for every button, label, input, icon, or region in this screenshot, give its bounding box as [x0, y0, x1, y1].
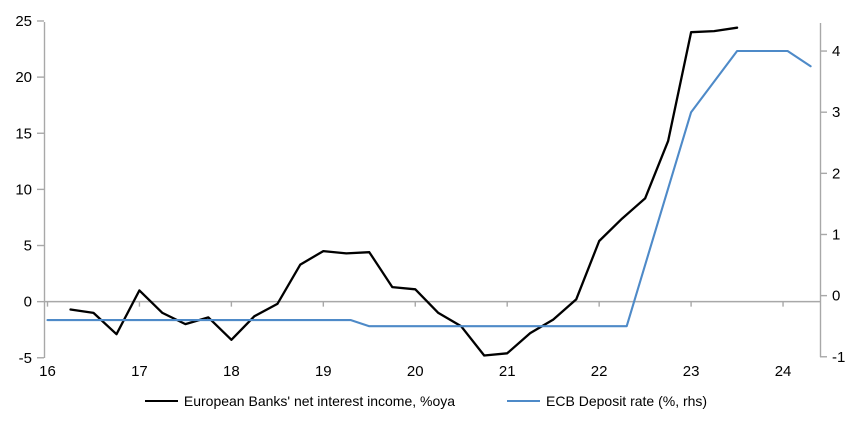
legend-label-net-interest-income: European Banks' net interest income, %oy… [183, 393, 456, 409]
x-axis-tick-label: 16 [39, 363, 56, 380]
left-axis-tick-label: 25 [15, 13, 32, 30]
ecb-deposit-rate-line-swatch [507, 400, 541, 402]
left-axis-tick-label: 15 [15, 125, 32, 142]
left-axis-tick-label: 10 [15, 181, 32, 198]
right-axis-tick-label: 1 [832, 226, 840, 243]
x-axis-tick-label: 24 [775, 363, 792, 380]
x-axis-tick-label: 18 [223, 363, 240, 380]
legend-label-ecb-deposit-rate: ECB Deposit rate (%, rhs) [546, 393, 708, 409]
x-axis-tick-label: 17 [131, 363, 148, 380]
legend: European Banks' net interest income, %oy… [0, 393, 852, 409]
right-axis-tick-label: 0 [832, 288, 840, 305]
right-axis-tick-label: 2 [832, 165, 840, 182]
x-axis-tick-label: 22 [591, 363, 608, 380]
x-axis-tick-label: 19 [315, 363, 332, 380]
net-interest-income-line-swatch [144, 400, 178, 402]
x-axis-tick-label: 20 [407, 363, 424, 380]
series-layer [46, 26, 812, 357]
right-axis-tick-label: 4 [832, 43, 840, 60]
left-axis-tick-label: -5 [19, 350, 32, 367]
ecb-deposit-rate-line [46, 49, 812, 328]
x-axis-tick-label: 23 [683, 363, 700, 380]
left-axis-tick-label: 0 [24, 294, 32, 311]
x-axis-tick-label: 21 [499, 363, 516, 380]
left-axis-tick-label: 5 [24, 238, 32, 255]
legend-item-net-interest-income: European Banks' net interest income, %oy… [144, 393, 456, 409]
legend-item-ecb-deposit-rate: ECB Deposit rate (%, rhs) [507, 393, 707, 409]
net-interest-income-line [69, 26, 739, 357]
left-axis-tick-label: 20 [15, 69, 32, 86]
right-axis-tick-label: 3 [832, 104, 840, 121]
right-axis-tick-label: -1 [832, 349, 845, 366]
